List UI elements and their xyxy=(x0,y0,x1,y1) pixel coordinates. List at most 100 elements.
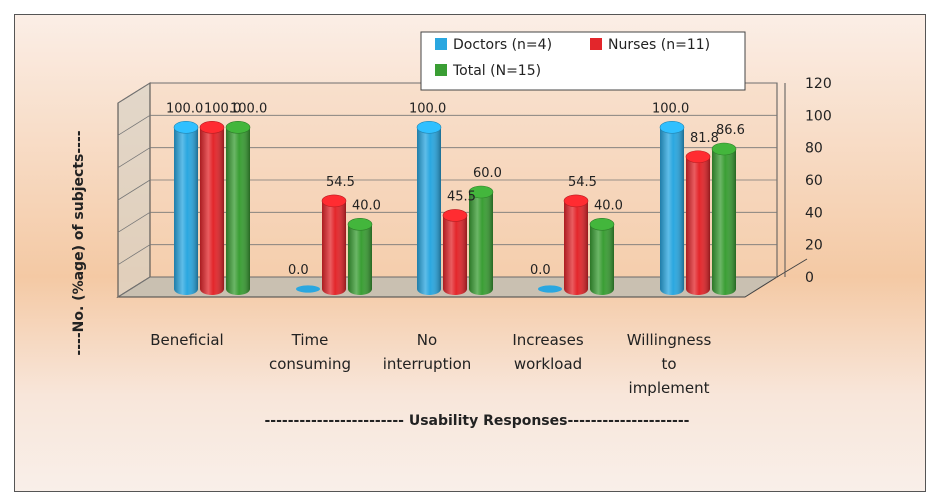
bar xyxy=(173,121,199,295)
bar xyxy=(199,121,225,295)
data-label: 54.5 xyxy=(568,175,597,190)
bar-top xyxy=(589,218,615,231)
gridline-side xyxy=(117,114,151,136)
bar-shading xyxy=(348,224,372,295)
y-tick-label: 20 xyxy=(805,238,823,254)
y-tick-label: 80 xyxy=(805,141,823,157)
gridline-side xyxy=(117,147,151,169)
bar-top xyxy=(711,142,737,156)
bar-top xyxy=(538,285,562,293)
chart-frame: 100.0 100.0 100.0 0.0 54.5 40.0 100.0 45.5 60.0 0… xyxy=(14,14,926,492)
data-label: 0.0 xyxy=(288,263,309,278)
y-tick-label: 0 xyxy=(805,270,814,286)
bar xyxy=(296,285,320,293)
bar-top xyxy=(173,121,199,134)
data-label: 100.0 xyxy=(230,101,267,116)
x-tick-line: Willingness xyxy=(627,331,712,349)
y-tick-label: 60 xyxy=(805,173,823,189)
bar xyxy=(468,185,494,295)
bar-top xyxy=(321,194,347,208)
floor-right-edge xyxy=(776,258,808,278)
data-label: 45.5 xyxy=(447,189,476,204)
bars xyxy=(173,121,737,295)
x-axis-categories: Beneficial Time consuming No interruption Inc… xyxy=(150,331,711,397)
x-tick-label: Beneficial xyxy=(150,331,223,349)
bar-shading xyxy=(200,127,224,295)
bar-shading xyxy=(226,127,250,295)
data-label: 100.0 xyxy=(652,101,689,116)
x-tick-line: Beneficial xyxy=(150,331,223,349)
gridline-side xyxy=(117,244,151,266)
bar-shading xyxy=(322,200,346,295)
y-axis-ticks: 0 20 40 60 80 100 120 xyxy=(784,76,832,286)
data-label: 54.5 xyxy=(326,175,355,190)
bar xyxy=(563,194,589,295)
data-label: 60.0 xyxy=(473,166,502,181)
bar-shading xyxy=(417,127,441,295)
bar-top xyxy=(659,121,685,134)
bar-top xyxy=(442,209,468,222)
bar-chart: 100.0 100.0100.00.054.540.0100.045.560.00… xyxy=(71,31,832,429)
legend-swatch xyxy=(590,38,602,50)
bar-shading xyxy=(590,224,614,295)
data-label: 86.6 xyxy=(716,123,745,138)
bar-top xyxy=(416,121,442,134)
bar xyxy=(711,142,737,295)
gridline-side xyxy=(117,179,151,201)
bar xyxy=(685,150,711,295)
x-tick-label: No interruption xyxy=(383,331,472,373)
bar-shading xyxy=(712,148,736,295)
x-tick-line: consuming xyxy=(269,355,351,373)
bar xyxy=(321,194,347,295)
legend-box xyxy=(420,31,746,91)
bar xyxy=(225,121,251,295)
data-labels: 100.0 100.0100.00.054.540.0100.045.560.00… xyxy=(166,101,745,278)
data-label: 40.0 xyxy=(594,198,623,213)
gridline-side xyxy=(117,82,151,104)
gridline-side xyxy=(117,211,151,233)
legend-label: Doctors (n=4) xyxy=(453,37,552,53)
x-tick-line: interruption xyxy=(383,355,472,373)
x-tick-line: workload xyxy=(514,355,582,373)
legend-label: Nurses (n=11) xyxy=(608,37,710,53)
x-tick-label: Willingness to implement xyxy=(627,331,712,397)
bar-top xyxy=(347,218,373,231)
data-label: 100.0 xyxy=(204,101,241,116)
bar xyxy=(659,121,685,295)
x-tick-line: to xyxy=(661,355,676,373)
bar xyxy=(347,218,373,295)
data-label: 81.8 xyxy=(690,131,719,146)
legend-swatch xyxy=(435,38,447,50)
bar-top xyxy=(468,185,494,199)
bar xyxy=(589,218,615,295)
x-tick-line: Time xyxy=(291,331,329,349)
bar xyxy=(416,121,442,295)
bar-shading xyxy=(469,192,493,295)
gridline-side xyxy=(117,276,151,298)
bar-top xyxy=(225,121,251,134)
y-tick-label: 120 xyxy=(805,76,832,92)
data-label: 100.0 xyxy=(166,101,203,116)
bar-shading xyxy=(564,200,588,295)
bar-shading xyxy=(660,127,684,295)
y-axis-title: ----No. (%age) of subjects---- xyxy=(71,130,87,355)
legend-swatch xyxy=(435,64,447,76)
data-label: 100.0 xyxy=(409,101,446,116)
y-tick-label: 40 xyxy=(805,205,823,221)
bar-top xyxy=(563,194,589,208)
bar-top xyxy=(199,121,225,134)
bar-top xyxy=(296,285,320,293)
y-tick-label: 100 xyxy=(805,108,832,124)
bar-shading xyxy=(174,127,198,295)
x-tick-label: Increases workload xyxy=(512,331,583,373)
x-axis-title: ------------------------ Usability Respo… xyxy=(265,413,690,429)
x-tick-line: No xyxy=(417,331,437,349)
bar-shading xyxy=(443,215,467,295)
bar xyxy=(442,209,468,295)
legend: Doctors (n=4) Nurses (n=11) Total (N=15) xyxy=(420,31,746,91)
x-tick-line: Increases xyxy=(512,331,583,349)
x-tick-line: implement xyxy=(629,379,710,397)
legend-label: Total (N=15) xyxy=(452,63,541,79)
bar xyxy=(538,285,562,293)
data-label: 0.0 xyxy=(530,263,551,278)
